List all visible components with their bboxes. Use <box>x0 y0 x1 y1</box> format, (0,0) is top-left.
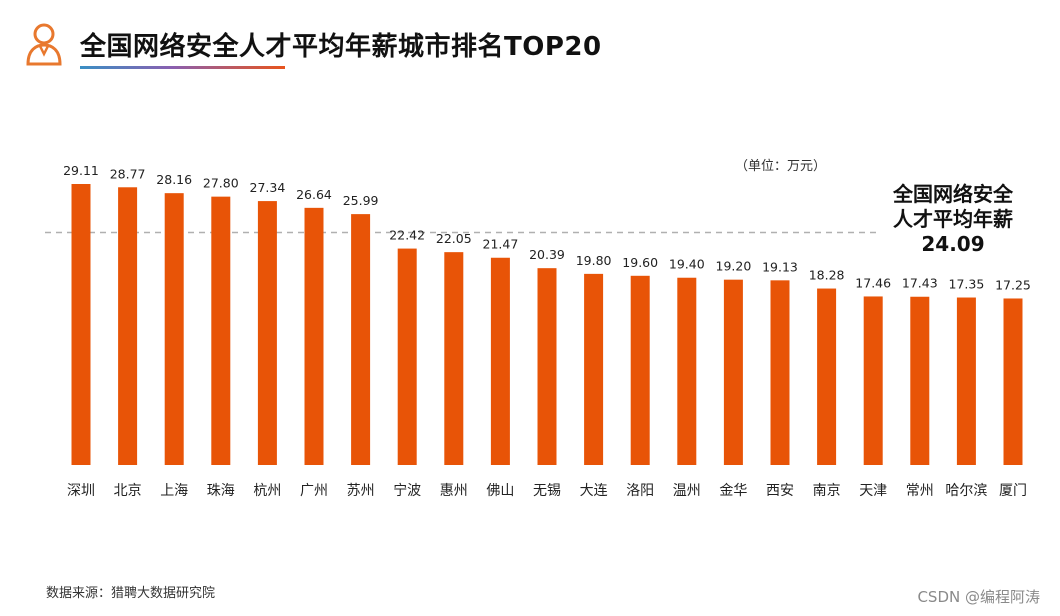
value-label: 21.47 <box>483 237 519 252</box>
average-label-line1: 全国网络安全 <box>893 182 1013 206</box>
category-label: 温州 <box>673 483 701 499</box>
category-label: 宁波 <box>393 482 421 499</box>
value-label: 17.25 <box>995 277 1031 292</box>
category-label: 深圳 <box>67 483 95 499</box>
category-label: 哈尔滨 <box>945 483 987 499</box>
bar-天津 <box>863 296 883 465</box>
bar-无锡 <box>537 268 557 465</box>
value-label: 19.40 <box>669 257 705 272</box>
bar-厦门 <box>1003 298 1023 465</box>
category-label: 洛阳 <box>626 483 654 499</box>
bar-西安 <box>770 280 790 465</box>
value-label: 27.80 <box>203 176 239 191</box>
value-label: 20.39 <box>529 247 565 262</box>
value-label: 19.60 <box>622 255 658 270</box>
bar-珠海 <box>211 196 231 465</box>
category-label: 佛山 <box>486 483 514 499</box>
value-label: 28.77 <box>110 166 146 181</box>
category-label: 珠海 <box>207 483 235 499</box>
category-label: 惠州 <box>440 483 468 499</box>
person-icon <box>26 23 62 66</box>
category-label: 金华 <box>719 483 747 499</box>
category-label: 苏州 <box>347 483 375 499</box>
bar-常州 <box>910 296 930 465</box>
category-label: 北京 <box>114 483 142 499</box>
bar-洛阳 <box>630 275 650 465</box>
bar-宁波 <box>397 248 417 465</box>
category-label: 上海 <box>160 483 188 499</box>
category-label: 常州 <box>906 483 934 499</box>
bar-深圳 <box>71 184 91 465</box>
value-label: 26.64 <box>296 187 332 202</box>
value-label: 29.11 <box>63 163 99 178</box>
bar-金华 <box>723 279 743 465</box>
bar-温州 <box>677 277 697 465</box>
page-title: 全国网络安全人才平均年薪城市排名TOP20 <box>80 32 602 62</box>
data-source: 数据来源：猎聘大数据研究院 <box>46 586 216 601</box>
average-annotation: 全国网络安全 人才平均年薪 24.09 <box>878 182 1028 257</box>
bar-哈尔滨 <box>956 297 976 465</box>
bar-上海 <box>164 193 184 465</box>
category-label: 广州 <box>300 483 328 499</box>
category-label: 杭州 <box>253 483 281 499</box>
average-value: 24.09 <box>921 232 985 256</box>
bar-苏州 <box>351 214 371 465</box>
bar-大连 <box>584 273 604 465</box>
category-label: 天津 <box>859 483 887 499</box>
value-label: 19.13 <box>762 259 798 274</box>
bar-北京 <box>118 187 138 465</box>
category-label: 厦门 <box>999 483 1027 499</box>
value-label: 25.99 <box>343 193 379 208</box>
category-label: 大连 <box>580 483 608 499</box>
value-label: 17.35 <box>949 277 985 292</box>
value-label: 22.05 <box>436 231 472 246</box>
value-label: 17.43 <box>902 276 938 291</box>
value-label: 22.42 <box>389 228 425 243</box>
value-label: 27.34 <box>250 180 286 195</box>
title-underline <box>80 66 285 69</box>
bar-惠州 <box>444 252 464 465</box>
value-label: 28.16 <box>156 172 192 187</box>
unit-label: （单位：万元） <box>735 159 827 174</box>
value-label: 19.80 <box>576 253 612 268</box>
average-label-line2: 人才平均年薪 <box>893 207 1013 231</box>
value-label: 17.46 <box>855 275 891 290</box>
bar-广州 <box>304 207 324 465</box>
value-label: 19.20 <box>716 259 752 274</box>
bar-杭州 <box>257 201 277 465</box>
category-label: 西安 <box>766 483 794 499</box>
bar-佛山 <box>490 257 510 465</box>
category-label: 南京 <box>813 483 841 499</box>
bar-南京 <box>817 288 837 465</box>
watermark: CSDN @编程阿涛 <box>917 588 1040 606</box>
category-label: 无锡 <box>533 483 561 499</box>
value-label: 18.28 <box>809 268 845 283</box>
